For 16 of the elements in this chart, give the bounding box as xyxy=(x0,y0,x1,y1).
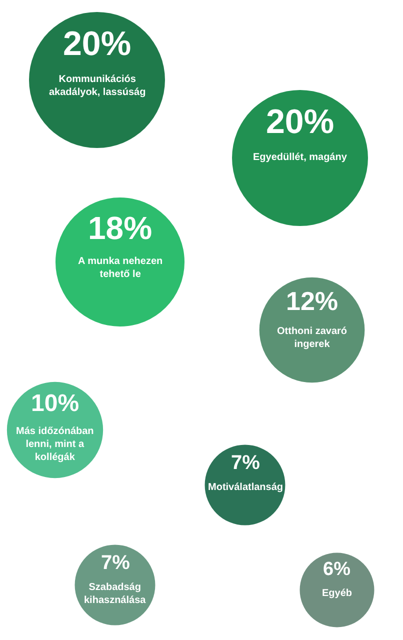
category-label: Egyéb xyxy=(322,588,352,599)
category-label: Otthoni zavaró ingerek xyxy=(277,326,348,350)
data-label: 20% xyxy=(266,103,334,141)
data-label: 12% xyxy=(286,286,338,316)
data-label: 7% xyxy=(231,452,260,474)
category-label: Más időzónában lenni, mint a kollégák xyxy=(16,426,94,463)
category-label: A munka nehezen tehető le xyxy=(78,256,163,280)
category-label: Kommunikációs akadályok, lassúság xyxy=(49,74,146,98)
data-label: 7% xyxy=(101,552,130,574)
category-label: Szabadság kihasználása xyxy=(84,582,146,606)
data-label: 10% xyxy=(31,390,80,417)
category-label: Egyedüllét, magány xyxy=(253,152,348,163)
data-label: 20% xyxy=(63,25,132,63)
data-label: 6% xyxy=(323,559,351,580)
data-label: 18% xyxy=(88,210,152,246)
category-label: Motiválatlanság xyxy=(208,482,284,493)
